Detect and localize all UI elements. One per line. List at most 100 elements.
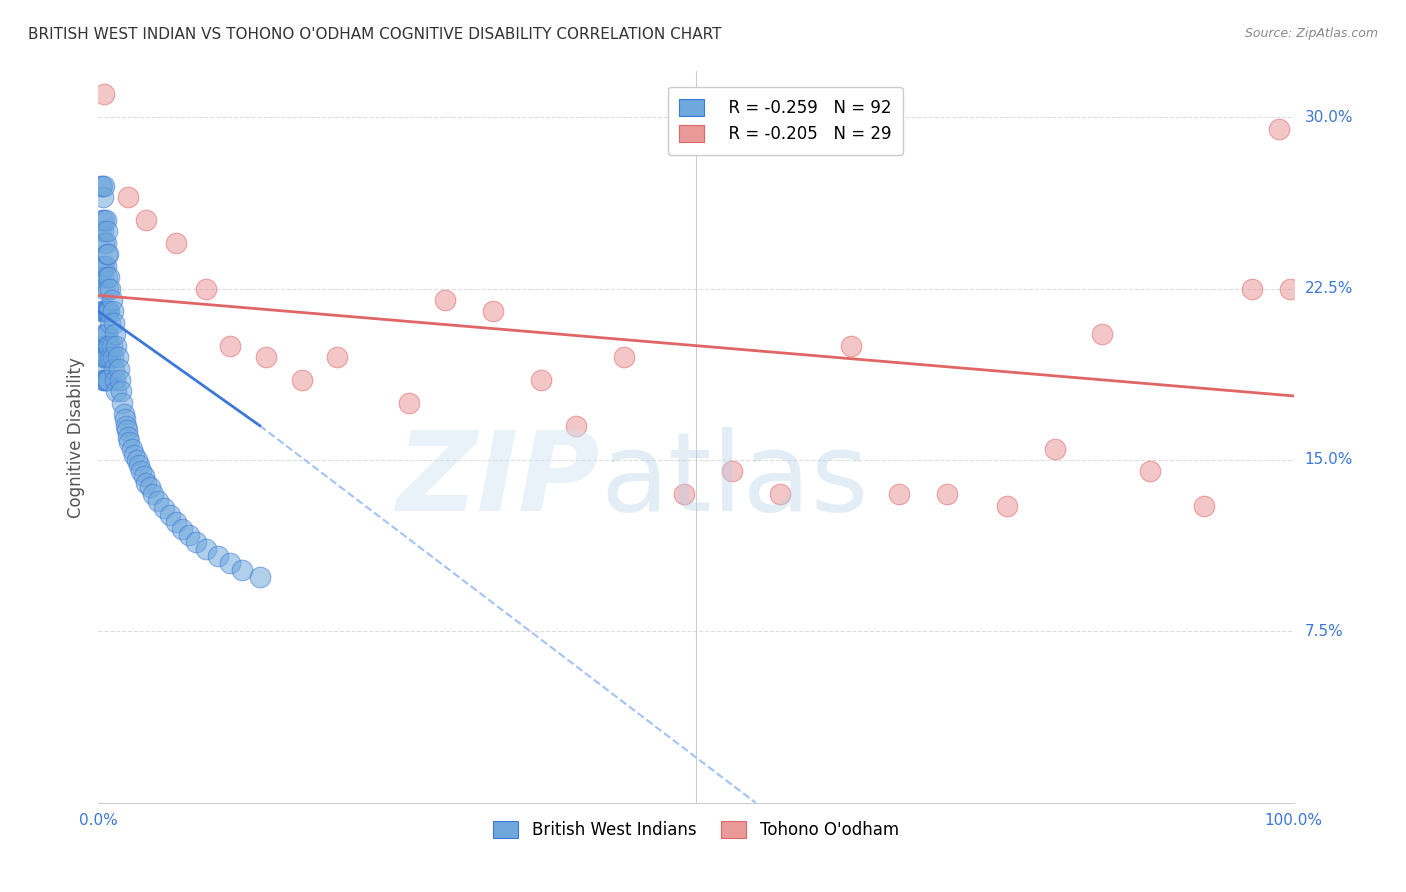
Point [93, 361, 115, 376]
Point [93, 350, 115, 364]
Point [93, 373, 115, 387]
Point [101, 350, 124, 364]
Point [186, 535, 208, 549]
Point [1240, 281, 1263, 295]
Point [93, 259, 115, 273]
Text: 15.0%: 15.0% [1305, 452, 1353, 467]
Point [103, 361, 125, 376]
Point [1139, 464, 1161, 478]
Text: 30.0%: 30.0% [1305, 110, 1353, 125]
Point [139, 480, 162, 494]
Point [219, 556, 242, 570]
Point [93, 304, 115, 318]
Point [91, 373, 114, 387]
Text: 7.5%: 7.5% [1305, 624, 1343, 639]
Point [104, 327, 127, 342]
Point [105, 338, 128, 352]
Point [117, 430, 139, 444]
Point [936, 487, 959, 501]
Point [98, 281, 122, 295]
Point [97, 338, 120, 352]
Point [97, 281, 120, 295]
Text: BRITISH WEST INDIAN VS TOHONO O'ODHAM COGNITIVE DISABILITY CORRELATION CHART: BRITISH WEST INDIAN VS TOHONO O'ODHAM CO… [28, 27, 721, 42]
Point [94, 259, 117, 273]
Point [94, 304, 117, 318]
Point [565, 418, 588, 433]
Point [101, 304, 124, 318]
Point [98, 338, 121, 352]
Point [96, 373, 118, 387]
Point [326, 350, 349, 364]
Point [104, 373, 127, 387]
Point [91, 178, 114, 193]
Point [91, 213, 114, 227]
Point [91, 190, 114, 204]
Point [96, 327, 118, 342]
Point [96, 350, 118, 364]
Point [1043, 442, 1066, 456]
Point [90, 178, 112, 193]
Point [97, 247, 120, 261]
Point [481, 304, 505, 318]
Point [93, 87, 115, 102]
Point [91, 304, 114, 318]
Point [889, 487, 911, 501]
Point [128, 458, 150, 472]
Point [179, 528, 201, 542]
Point [98, 304, 121, 318]
Point [107, 350, 129, 364]
Point [172, 521, 194, 535]
Point [841, 338, 863, 352]
Y-axis label: Cognitive Disability: Cognitive Disability [66, 357, 84, 517]
Point [434, 293, 457, 307]
Point [398, 396, 420, 410]
Point [219, 338, 242, 352]
Point [90, 270, 112, 285]
Point [108, 373, 131, 387]
Point [613, 350, 636, 364]
Point [93, 281, 115, 295]
Point [91, 259, 114, 273]
Point [93, 213, 115, 227]
Point [98, 316, 122, 330]
Point [94, 373, 117, 387]
Point [673, 487, 696, 501]
Text: Source: ZipAtlas.com: Source: ZipAtlas.com [1244, 27, 1378, 40]
Point [96, 247, 118, 261]
Point [97, 304, 120, 318]
Point [131, 464, 153, 478]
Point [91, 350, 114, 364]
Point [768, 487, 790, 501]
Point [135, 475, 157, 490]
Point [96, 304, 118, 318]
Text: 22.5%: 22.5% [1305, 281, 1353, 296]
Point [91, 224, 114, 238]
Point [142, 487, 165, 501]
Point [1192, 499, 1215, 513]
Point [1091, 327, 1114, 342]
Point [721, 464, 744, 478]
Point [135, 213, 157, 227]
Point [100, 338, 122, 352]
Point [98, 270, 121, 285]
Point [93, 235, 115, 250]
Point [1278, 281, 1301, 295]
Point [117, 190, 139, 204]
Point [231, 563, 253, 577]
Point [291, 373, 314, 387]
Legend: British West Indians, Tohono O'odham: British West Indians, Tohono O'odham [486, 814, 905, 846]
Point [132, 469, 155, 483]
Point [94, 213, 117, 227]
Point [195, 281, 218, 295]
Point [124, 449, 146, 463]
Point [115, 418, 138, 433]
Point [91, 270, 114, 285]
Point [94, 350, 117, 364]
Point [91, 338, 114, 352]
Point [103, 316, 125, 330]
Point [165, 515, 187, 529]
Point [94, 235, 117, 250]
Point [93, 327, 115, 342]
Point [97, 373, 120, 387]
Point [98, 350, 122, 364]
